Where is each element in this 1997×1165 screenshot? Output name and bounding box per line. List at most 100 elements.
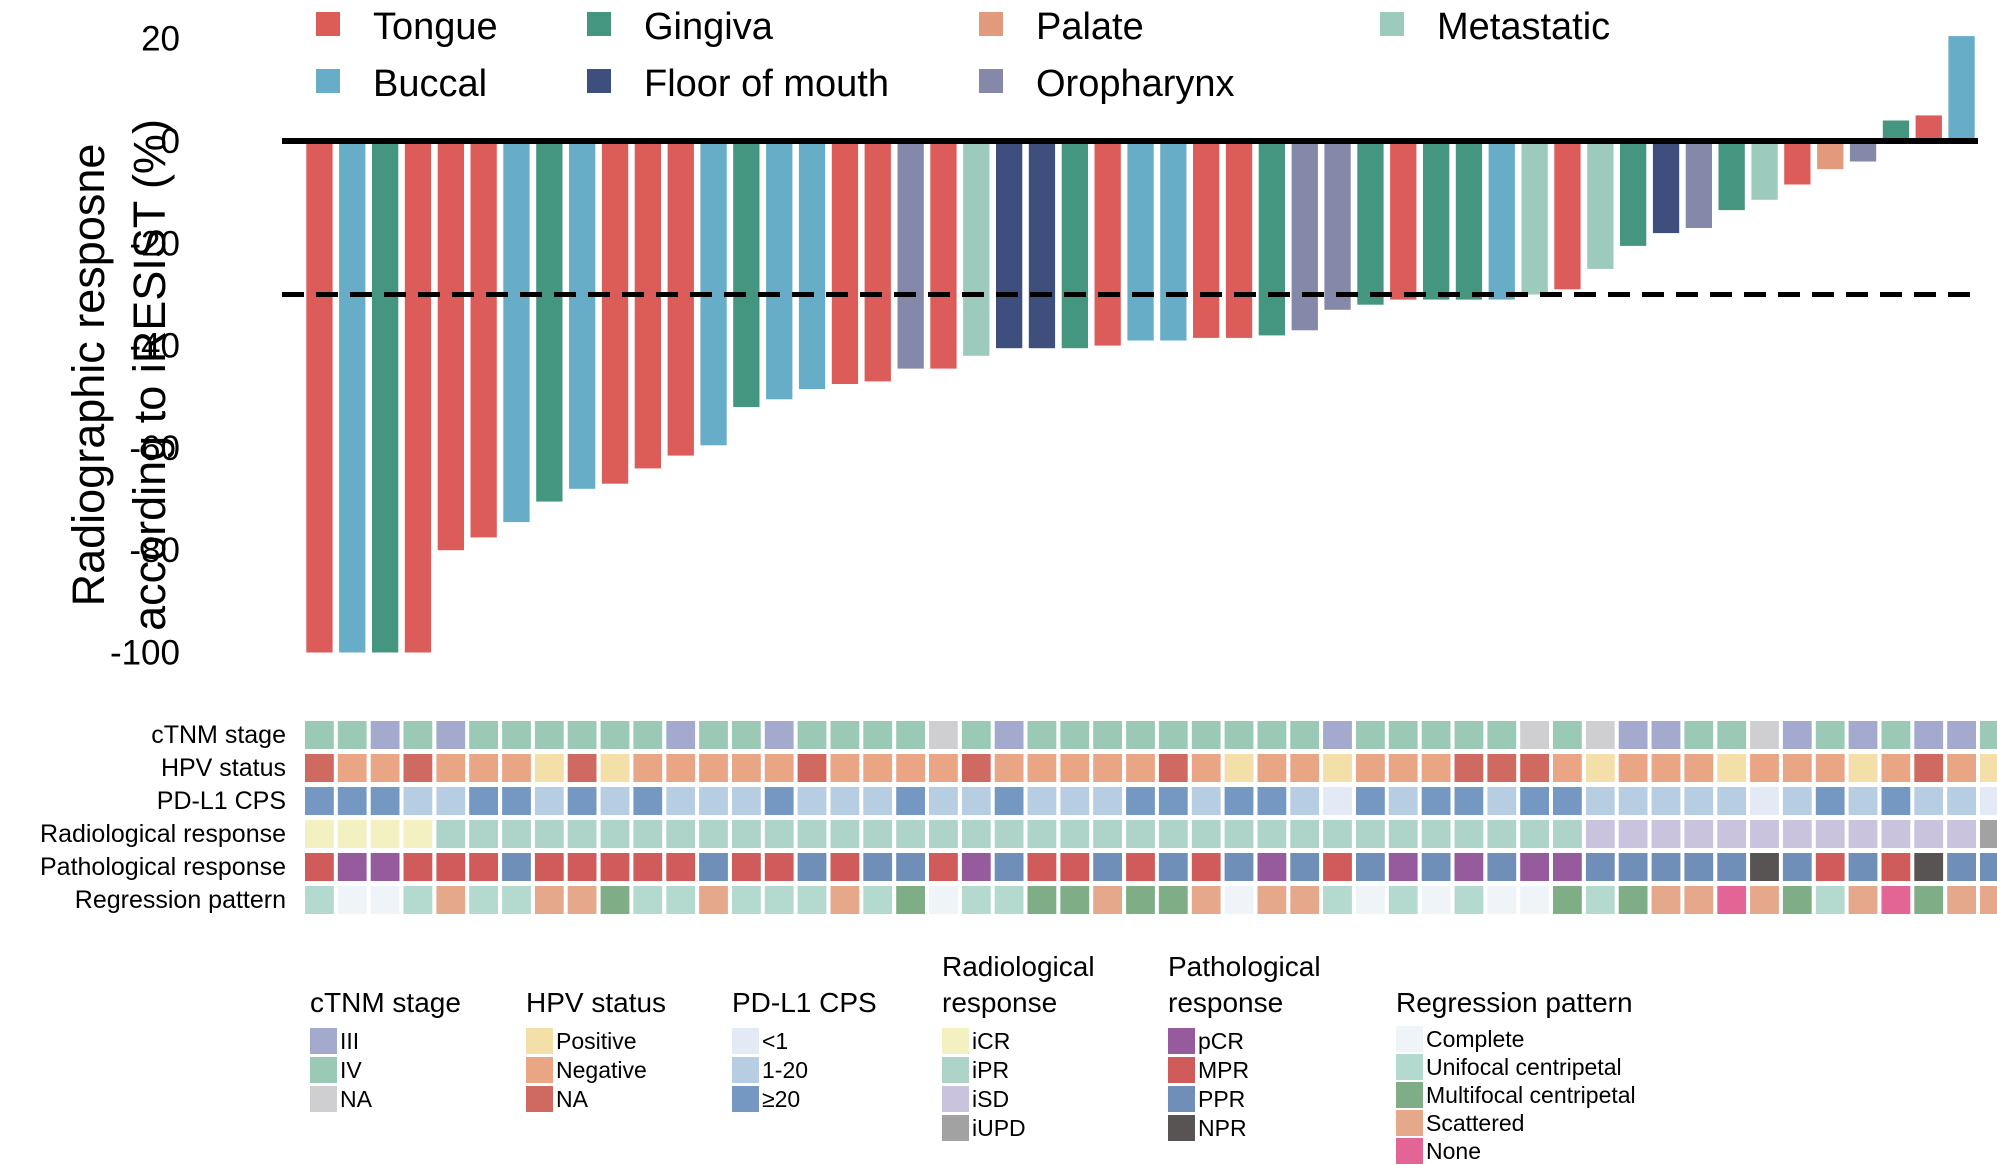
heatmap-cell	[1815, 853, 1845, 881]
heatmap-cell	[370, 721, 400, 749]
bar	[1488, 141, 1515, 300]
heatmap-cell	[1093, 820, 1122, 848]
heatmap-cell	[1651, 853, 1681, 881]
heatmap-cell	[600, 853, 630, 881]
heatmap-cell	[1618, 886, 1648, 914]
heatmap-cell	[534, 754, 564, 782]
heatmap-cell	[1520, 787, 1549, 815]
heatmap-cell	[994, 886, 1024, 914]
heatmap-cell	[1356, 820, 1385, 848]
heatmap-cell	[1027, 853, 1057, 881]
heatmap-legend-title: PD-L1 CPS	[732, 987, 877, 1018]
heatmap-cell	[929, 754, 958, 782]
heatmap-cell	[929, 886, 958, 914]
heatmap-cell	[337, 886, 367, 914]
heatmap-cell	[1027, 820, 1057, 848]
heatmap-cell	[370, 886, 400, 914]
heatmap-cell	[633, 721, 663, 749]
heatmap-cell	[961, 886, 991, 914]
heatmap-cell	[1388, 787, 1418, 815]
heatmap-legend-label: IV	[340, 1057, 362, 1083]
heatmap-cell	[896, 820, 925, 848]
heatmap-cell	[1947, 754, 1976, 782]
heatmap-legend-label: iPR	[972, 1057, 1009, 1083]
heatmap-legend-label: Scattered	[1426, 1110, 1524, 1136]
heatmap-cell	[1126, 754, 1155, 782]
heatmap-cell	[1487, 853, 1517, 881]
heatmap-cell	[1585, 853, 1615, 881]
heatmap-cell	[1323, 721, 1352, 749]
heatmap-cell	[1782, 886, 1812, 914]
heatmap-cell	[1027, 721, 1057, 749]
heatmap-cell	[1388, 721, 1418, 749]
heatmap-cell	[1980, 853, 1997, 881]
heatmap-cell	[1191, 787, 1221, 815]
heatmap-cell	[732, 754, 761, 782]
heatmap-legend-label: iCR	[972, 1028, 1010, 1054]
bar	[1225, 141, 1253, 338]
heatmap-cell	[370, 820, 400, 848]
heatmap-cell	[1126, 853, 1155, 881]
heatmap-cell	[1224, 820, 1254, 848]
heatmap-cell	[1585, 787, 1615, 815]
heatmap-cell	[1848, 853, 1878, 881]
bar	[339, 141, 366, 653]
heatmap-cell	[961, 820, 991, 848]
heatmap-cell	[1914, 721, 1944, 749]
heatmap-cell	[1684, 754, 1714, 782]
heatmap-legend-swatch	[942, 1115, 969, 1141]
heatmap-cell	[1914, 820, 1944, 848]
heatmap-cell	[1520, 754, 1549, 782]
heatmap-cell	[1421, 787, 1451, 815]
y-tick-label: -60	[129, 429, 180, 468]
heatmap-cell	[1487, 820, 1517, 848]
heatmap-cell	[1717, 820, 1747, 848]
heatmap-cell	[1257, 853, 1287, 881]
heatmap-cell	[1454, 787, 1484, 815]
heatmap-legend-label: ≥20	[762, 1086, 800, 1112]
heatmap-cell	[1487, 754, 1517, 782]
heatmap-cell	[1651, 787, 1681, 815]
heatmap-cell	[1060, 721, 1090, 749]
heatmap-cell	[1257, 721, 1287, 749]
heatmap-cell	[1093, 853, 1122, 881]
heatmap-cell	[1980, 820, 1997, 848]
heatmap-cell	[1290, 754, 1320, 782]
heatmap-legend-swatch	[1168, 1086, 1195, 1112]
bar	[1357, 141, 1384, 305]
heatmap-cell	[896, 787, 925, 815]
heatmap-cell	[1520, 721, 1549, 749]
heatmap-legend-swatch	[1396, 1026, 1423, 1052]
bar	[1291, 141, 1318, 331]
legend-label: Buccal	[373, 63, 487, 105]
y-tick-label: 20	[141, 20, 180, 59]
heatmap-cell	[699, 820, 728, 848]
heatmap-cell	[1815, 754, 1845, 782]
heatmap-cell	[1947, 886, 1976, 914]
bar	[864, 141, 891, 382]
heatmap-legend-label: Positive	[556, 1028, 637, 1054]
heatmap-row-label: HPV status	[161, 754, 286, 782]
bar	[1521, 141, 1548, 295]
heatmap-cell	[1651, 820, 1681, 848]
heatmap-cell	[1651, 721, 1681, 749]
heatmap-cell	[1684, 853, 1714, 881]
bar	[1948, 36, 1975, 141]
heatmap-cell	[929, 820, 958, 848]
y-tick-label: -40	[129, 327, 180, 366]
heatmap-cell	[863, 754, 893, 782]
heatmap-cell	[1881, 853, 1911, 881]
heatmap-cell	[863, 820, 893, 848]
heatmap-cell	[666, 886, 696, 914]
heatmap-cell	[1553, 853, 1582, 881]
heatmap-cell	[961, 853, 991, 881]
heatmap-cell	[1454, 721, 1484, 749]
legend-swatch	[316, 69, 340, 93]
heatmap-cell	[1027, 754, 1057, 782]
heatmap-cell	[1618, 820, 1648, 848]
heatmap-cell	[1158, 787, 1188, 815]
heatmap-cell	[1815, 886, 1845, 914]
heatmap-cell	[732, 820, 761, 848]
heatmap-cell	[567, 886, 597, 914]
heatmap-cell	[1224, 721, 1254, 749]
